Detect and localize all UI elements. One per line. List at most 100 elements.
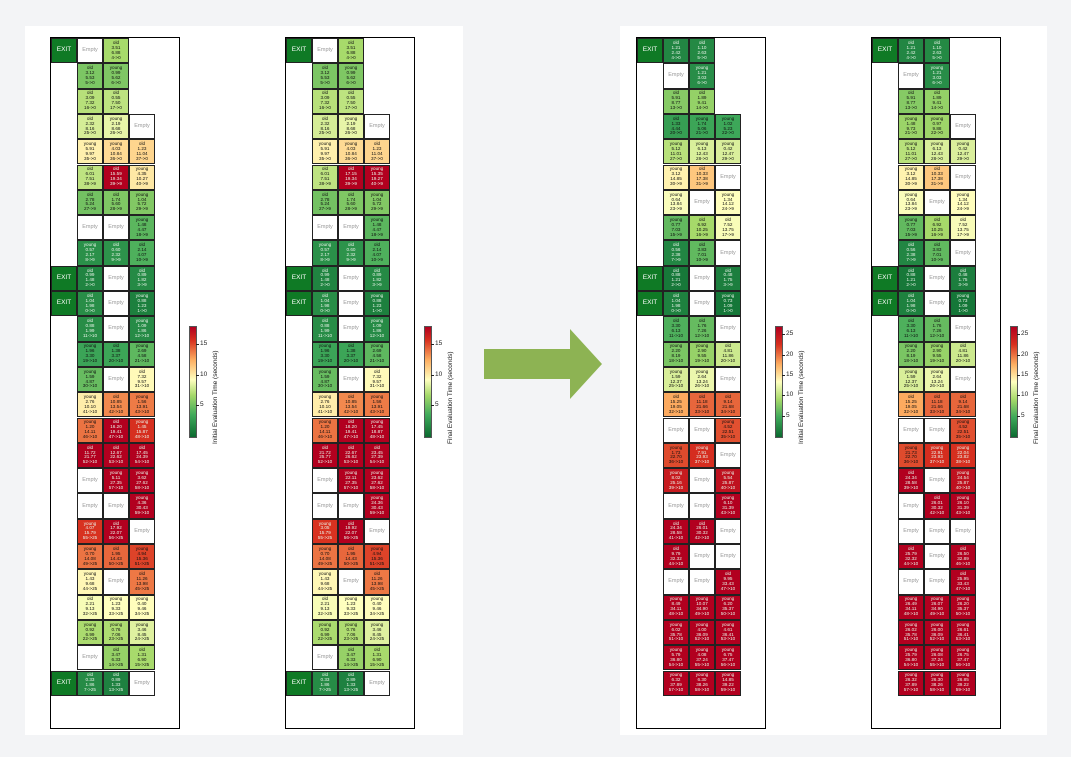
evacuee-cell: young 1.20 14.11 46->10 [77,417,103,443]
empty-cell: Empty [689,189,715,216]
evacuee-cell: old 1.89 9.41 14->0 [924,88,950,114]
evacuee-cell: young 3.12 14.85 30->9 [898,164,924,190]
empty-cell: Empty [103,265,129,291]
evacuee-cell: young 2.90 9.55 19->10 [924,341,950,367]
empty-cell: Empty [924,468,950,494]
empty-cell: Empty [950,518,976,544]
evacuee-cell: young 2.20 8.19 18->10 [898,341,924,367]
evacuee-cell: old 4.81 11.86 20->10 [950,341,976,367]
empty-cell: Empty [898,417,924,443]
empty-cell: Empty [364,113,390,140]
empty-cell: Empty [103,493,129,519]
evacuee-cell: old 17.15 19.34 39->9 [338,164,364,190]
evacuee-cell: young 1.59 12.37 25->10 [663,366,689,393]
evacuee-cell: old 2.14 4.07 10->9 [364,240,390,266]
evacuee-cell: old 1.23 11.04 37->0 [364,139,390,165]
evacuee-cell: young 24.36 30.43 59->10 [364,493,390,519]
evacuee-cell: young 1.56 13.91 43->10 [129,392,155,418]
colorbar-label: Final Evaluation Time (seconds) [447,351,454,445]
evacuee-cell: young 1.21 3.03 6->0 [924,63,950,89]
evacuee-cell: old 1.21 2.42 4->0 [663,38,689,64]
evacuee-cell: young 6.02 35.78 51->10 [663,619,689,646]
evacuee-cell: old 5.91 8.77 13->0 [898,88,924,114]
evacuee-cell: old 0.56 2.38 7->9 [898,240,924,266]
exit-cell: EXIT [286,38,312,64]
exit-cell: EXIT [51,38,77,64]
evacuee-cell: old 7.32 9.57 31->10 [364,366,390,393]
empty-cell: Empty [129,113,155,140]
evacuee-cell: old 1.38 3.37 20->10 [338,341,364,367]
evacuee-cell: young 6.13 12.43 28->0 [689,139,715,165]
colorbar-tick: 15 [1016,370,1029,378]
evacuee-cell: young 1.23 9.33 33->25 [103,594,129,620]
evacuee-cell: young 3.05 15.79 55->25 [312,518,338,544]
exit-cell: EXIT [637,38,663,64]
evacuee-cell: young 3.46 8.45 24->25 [364,619,390,646]
evacuee-cell: young 4.07 15.79 55->25 [77,518,103,544]
evacuee-cell: young 15.35 19.27 40->9 [364,164,390,190]
evacuee-cell: old 0.88 1.99 11->10 [77,316,103,342]
evacuee-cell: young 1.96 3.30 19->10 [77,341,103,367]
evacuee-cell: young 1.21 3.03 6->0 [689,63,715,89]
evacuee-cell: young 0.57 2.17 8->9 [77,240,103,266]
empty-cell: Empty [103,316,129,342]
evacuee-cell: young 4.35 10.27 40->9 [129,164,155,190]
colorbar-tick: 15 [195,340,208,348]
empty-cell: Empty [715,518,741,544]
evacuee-cell: old 0.89 1.82 3->9 [364,265,390,291]
evacuee-cell: young 6.20 35.37 50->10 [715,594,741,620]
transition-arrow [484,329,602,399]
evacuee-cell: young 1.59 12.37 25->10 [898,366,924,393]
evacuee-cell: young 26.20 35.37 50->10 [950,594,976,620]
evacuee-cell: young 6.10 31.39 43->10 [715,493,741,519]
empty-cell: Empty [924,265,950,291]
evacuee-cell: young 5.54 25.87 40->10 [715,468,741,494]
evacuee-cell: old 1.38 3.37 20->10 [103,341,129,367]
evacuee-cell: young 10.07 34.90 49->10 [689,594,715,620]
evacuee-cell: old 0.88 1.21 2->0 [898,265,924,291]
evacuee-cell: old 1.04 1.98 0->0 [312,291,338,317]
evacuee-cell: young 5.11 27.35 57->10 [103,468,129,494]
colorbar-tick: 10 [195,370,208,378]
empty-cell: Empty [924,569,950,595]
evacuee-cell: young 8.02 25.16 39->10 [663,468,689,494]
evacuee-cell: young 4.03 10.84 36->0 [103,139,129,165]
evacuee-cell: old 0.33 1.86 7->25 [312,670,338,696]
evacuee-cell: young 24.54 25.87 40->10 [950,468,976,494]
evacuee-cell: young 26.10 31.39 43->10 [950,493,976,519]
empty-cell: Empty [103,291,129,317]
evacuee-cell: old 0.89 1.82 3->9 [129,265,155,291]
exit-cell: EXIT [872,265,898,291]
evacuee-cell: old 11.18 21.66 33->10 [924,392,950,418]
evacuee-cell: old 24.34 28.58 41->10 [663,518,689,544]
evacuee-cell: young 26.07 34.90 49->10 [924,594,950,620]
empty-cell: Empty [338,366,364,393]
evacuee-cell: young 2.64 13.24 26->10 [689,366,715,393]
evacuee-cell: old 0.55 7.50 17->0 [338,88,364,114]
evacuee-cell: old 0.33 1.86 7->25 [77,670,103,696]
evacuee-cell: young 26.02 35.78 51->10 [898,619,924,646]
evacuee-cell: old 11.26 13.98 45->25 [129,569,155,595]
evacuee-cell: old 2.78 5.24 27->9 [77,189,103,216]
evacuee-cell: young 8.49 34.11 48->10 [663,594,689,620]
evacuee-cell: young 0.99 5.62 6->0 [338,63,364,89]
evacuee-cell: young 26.32 37.89 57->10 [898,670,924,696]
empty-cell: Empty [898,63,924,89]
evacuee-cell: young 1.45 15.87 48->10 [129,417,155,443]
colorbar-tick: 10 [430,370,443,378]
evacuee-cell: old 0.88 1.21 2->0 [663,265,689,291]
evacuee-cell: old 2.32 8.16 25->0 [77,113,103,140]
evacuee-cell: old 1.89 9.41 14->0 [689,88,715,114]
colorbar-tick: 5 [431,401,439,409]
evacuee-cell: young 6.32 37.89 57->10 [663,670,689,696]
evacuee-cell: young 5.91 9.97 35->0 [312,139,338,165]
empty-cell: Empty [129,518,155,544]
evacuee-cell: young 5.91 9.97 35->0 [77,139,103,165]
evacuee-cell: young 21.73 22.70 36->10 [898,442,924,469]
evacuee-cell: young 2.69 4.58 21->10 [129,341,155,367]
evacuee-cell: old 11.72 21.77 52->10 [77,442,103,469]
evacuee-cell: young 4.61 36.41 53->10 [715,619,741,646]
empty-cell: Empty [924,417,950,443]
empty-cell: Empty [103,366,129,393]
colorbar-tick: 20 [1016,350,1029,358]
